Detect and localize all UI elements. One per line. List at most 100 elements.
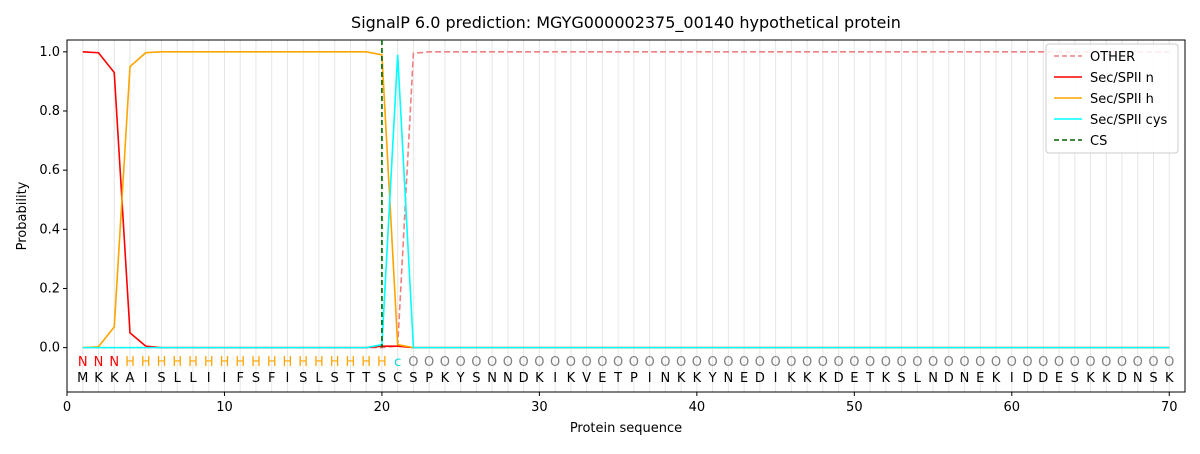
residue: E	[1055, 371, 1063, 386]
residue: I	[207, 371, 211, 386]
residue: Y	[456, 371, 465, 386]
residue: I	[553, 371, 557, 386]
residue-label-state: O	[896, 355, 906, 370]
residue-label-state: O	[755, 355, 765, 370]
residue: K	[110, 371, 119, 386]
series-line	[82, 51, 1170, 349]
legend-label: Sec/SPII cys	[1090, 113, 1168, 128]
residue: T	[865, 371, 874, 386]
residue: S	[252, 371, 260, 386]
residue: P	[425, 371, 433, 386]
residue: E	[740, 371, 748, 386]
residue: K	[803, 371, 812, 386]
residue-label-state: H	[141, 355, 151, 370]
residue-label-state: H	[361, 355, 371, 370]
residue-label-state: O	[1054, 355, 1064, 370]
residue-label-state: H	[251, 355, 261, 370]
residue-label-state: H	[283, 355, 293, 370]
residue-label-state: O	[975, 355, 985, 370]
residue-label-state: O	[645, 355, 655, 370]
residue-label-state: O	[487, 355, 497, 370]
residue-label-state: O	[723, 355, 733, 370]
residue-label-state: O	[1101, 355, 1111, 370]
residue: L	[315, 371, 323, 386]
residue-label-state: O	[707, 355, 717, 370]
residue-label-state: H	[220, 355, 230, 370]
legend-label: CS	[1090, 134, 1107, 149]
residue-label-state: O	[1085, 355, 1095, 370]
residue-label-state: O	[818, 355, 828, 370]
residue-label-state: O	[629, 355, 639, 370]
residue-label-state: O	[471, 355, 481, 370]
residue-label-state: O	[1117, 355, 1127, 370]
residue-label-state: H	[298, 355, 308, 370]
residue-label-state: O	[865, 355, 875, 370]
series-line	[82, 51, 1170, 349]
x-tick-label: 30	[531, 400, 548, 415]
residue: S	[897, 371, 905, 386]
x-tick-label: 20	[374, 400, 391, 415]
residue-label-state: O	[676, 355, 686, 370]
residue-label-state: O	[802, 355, 812, 370]
residue-label-state: O	[424, 355, 434, 370]
residue: D	[1038, 371, 1048, 386]
residue-label-state: O	[1007, 355, 1017, 370]
x-tick-label: 70	[1161, 400, 1178, 415]
residue: K	[677, 371, 686, 386]
residue: P	[630, 371, 638, 386]
residue-label-state: N	[109, 355, 119, 370]
residue-label-state: O	[456, 355, 466, 370]
residue: K	[441, 371, 450, 386]
residue: K	[819, 371, 828, 386]
residue-label-state: O	[959, 355, 969, 370]
residue: L	[174, 371, 182, 386]
residue-label-state: O	[566, 355, 576, 370]
residue: S	[378, 371, 386, 386]
residue-label-state: O	[550, 355, 560, 370]
residue-label-state: O	[944, 355, 954, 370]
residue-label-state: H	[188, 355, 198, 370]
residue: K	[992, 371, 1001, 386]
y-tick-label: 0.2	[39, 281, 60, 296]
residue: S	[472, 371, 480, 386]
residue-label-state: N	[78, 355, 88, 370]
residue-label-state: O	[912, 355, 922, 370]
residue: E	[850, 371, 858, 386]
residue: N	[660, 371, 670, 386]
residue: K	[1165, 371, 1174, 386]
residue-label-state: H	[204, 355, 214, 370]
residue: D	[834, 371, 844, 386]
residue-label-state: O	[1133, 355, 1143, 370]
residue: I	[648, 371, 652, 386]
residue-label-state: O	[833, 355, 843, 370]
residue-label-state: O	[786, 355, 796, 370]
residue: K	[535, 371, 544, 386]
residue-label-state: O	[928, 355, 938, 370]
x-axis-label: Protein sequence	[570, 421, 682, 436]
residue-label-state: H	[172, 355, 182, 370]
x-tick-label: 40	[689, 400, 706, 415]
residue-label-state: O	[1164, 355, 1174, 370]
residue: N	[487, 371, 497, 386]
residue: K	[1086, 371, 1095, 386]
residue-label-state: O	[739, 355, 749, 370]
x-tick-label: 10	[216, 400, 233, 415]
chart-title: SignalP 6.0 prediction: MGYG000002375_00…	[351, 13, 901, 33]
y-tick-label: 0.6	[39, 163, 60, 178]
residue-label-state: O	[534, 355, 544, 370]
residue: N	[960, 371, 970, 386]
residue: E	[976, 371, 984, 386]
residue-label-state: c	[394, 355, 401, 370]
residue: V	[582, 371, 591, 386]
residue: C	[393, 371, 402, 386]
residue: L	[914, 371, 922, 386]
residue: K	[882, 371, 891, 386]
residue: N	[1133, 371, 1143, 386]
residue-label-state: O	[597, 355, 607, 370]
residue: N	[723, 371, 733, 386]
residue-label-state: O	[408, 355, 418, 370]
residue-label-state: O	[1148, 355, 1158, 370]
y-axis-label: Probability	[15, 181, 30, 250]
y-tick-label: 0.8	[39, 104, 60, 119]
